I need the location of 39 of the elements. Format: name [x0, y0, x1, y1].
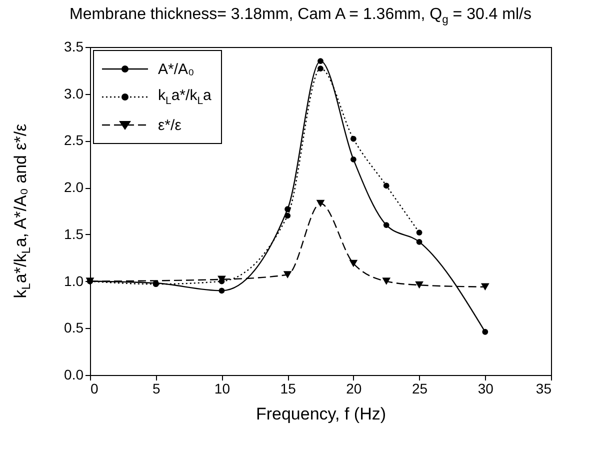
x-tick-label: 25: [412, 380, 428, 396]
x-tick-label: 15: [280, 380, 296, 396]
y-tick-label: 2.0: [64, 179, 84, 196]
chart-title: Membrane thickness= 3.18mm, Cam A = 1.36mm, Q$_{g}$ = 30.4 ml/s: [68, 6, 532, 26]
x-tick-label: 5: [152, 380, 160, 396]
y-tick-label: 1.0: [64, 272, 84, 289]
point: [382, 278, 391, 285]
x-tick-label: 35: [536, 380, 552, 396]
x-tick-label: 0: [90, 380, 98, 396]
point: [415, 281, 424, 289]
x-tick-label: 10: [214, 380, 230, 396]
point: [318, 66, 324, 72]
point: [318, 58, 324, 64]
legend-label: A*/A₀: [158, 60, 194, 78]
point: [416, 238, 422, 245]
y-tick-label: 1.5: [64, 226, 84, 242]
legend-label: ε*/ε: [158, 116, 182, 134]
y-tick-label: 3.0: [64, 85, 84, 102]
point: [284, 206, 291, 212]
y-tick-label: 2.5: [64, 132, 84, 148]
x-tick-label: 20: [346, 380, 362, 396]
point: [316, 200, 325, 208]
point: [284, 212, 291, 219]
legend-label: k$_{L}$a*/k$_{L}$a: [158, 87, 212, 107]
y-tick-label: 0.0: [64, 366, 84, 382]
x-axis-title: Frequency, f (Hz): [256, 404, 386, 424]
y-tick-label: 3.5: [64, 38, 84, 54]
point: [283, 271, 292, 278]
point: [350, 156, 356, 162]
point: [383, 182, 390, 189]
point: [350, 136, 356, 142]
point: [482, 328, 488, 335]
x-tick-label: 30: [478, 380, 494, 396]
point: [416, 230, 422, 236]
point: [383, 222, 390, 228]
point: [218, 288, 225, 294]
point: [480, 283, 490, 291]
point: [349, 260, 358, 268]
y-tick-label: 0.5: [64, 320, 84, 336]
